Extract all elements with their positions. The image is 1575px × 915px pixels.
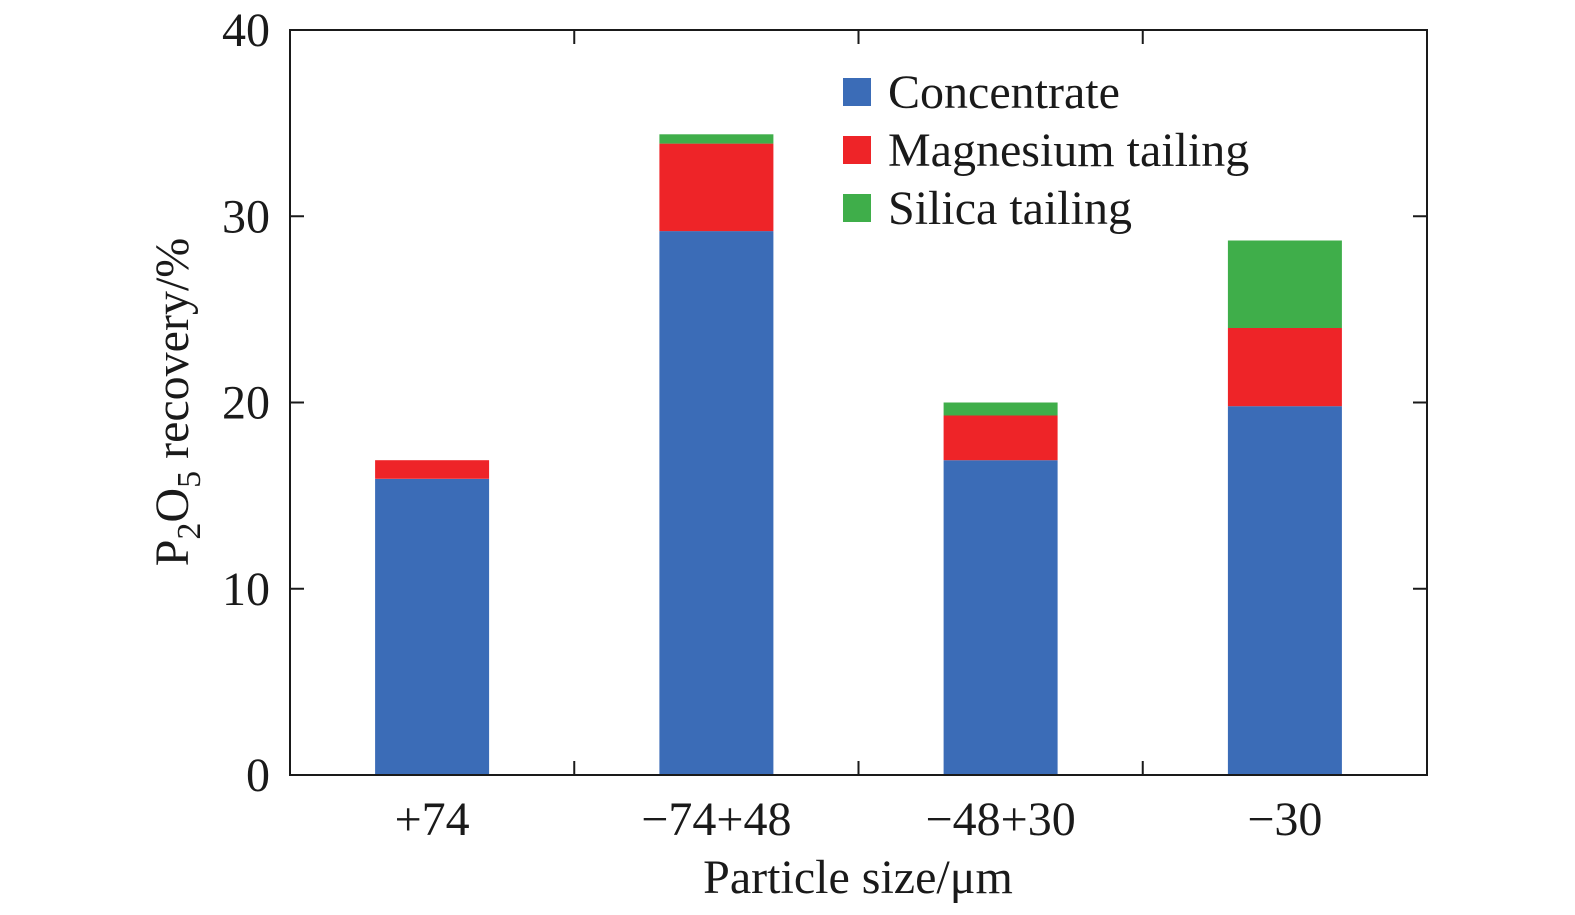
legend-swatch-concentrate [843,78,871,106]
x-tick-label: −30 [1247,793,1322,846]
bar-magnesium-tailing-2 [659,143,774,232]
legend-swatch-magnesium-tailing [843,136,871,164]
y-tick-label: 30 [222,190,270,243]
bar-concentrate-3 [943,460,1058,775]
legend-label-concentrate: Concentrate [888,66,1120,119]
x-tick-label: −48+30 [926,793,1076,846]
y-axis-title: P2O5 recovery/% [146,238,208,567]
y-tick-label: 20 [222,377,270,430]
y-axis-ticks: 0 10 20 30 40 [222,4,1427,802]
bar-magnesium-tailing-3 [943,415,1058,461]
bar-magnesium-tailing-4 [1227,328,1342,407]
y-tick-label: 0 [246,749,270,802]
bar-silica-tailing-2 [659,134,774,144]
legend-label-silica-tailing: Silica tailing [888,182,1132,235]
bar-concentrate-1 [375,478,490,775]
bar-silica-tailing-3 [943,402,1058,416]
legend-swatch-silica-tailing [843,194,871,222]
bar-concentrate-4 [1227,406,1342,775]
y-tick-label: 10 [222,563,270,616]
x-tick-label: +74 [395,793,470,846]
x-axis-ticks: +74 −74+48 −48+30 −30 [395,30,1322,846]
y-tick-label: 40 [222,4,270,57]
x-axis-title: Particle size/μm [703,851,1013,904]
legend-label-magnesium-tailing: Magnesium tailing [888,124,1249,177]
bar-magnesium-tailing-1 [375,460,490,479]
bar-silica-tailing-4 [1227,240,1342,328]
bar-concentrate-2 [659,231,774,776]
x-tick-label: −74+48 [641,793,791,846]
bars [375,134,1342,776]
